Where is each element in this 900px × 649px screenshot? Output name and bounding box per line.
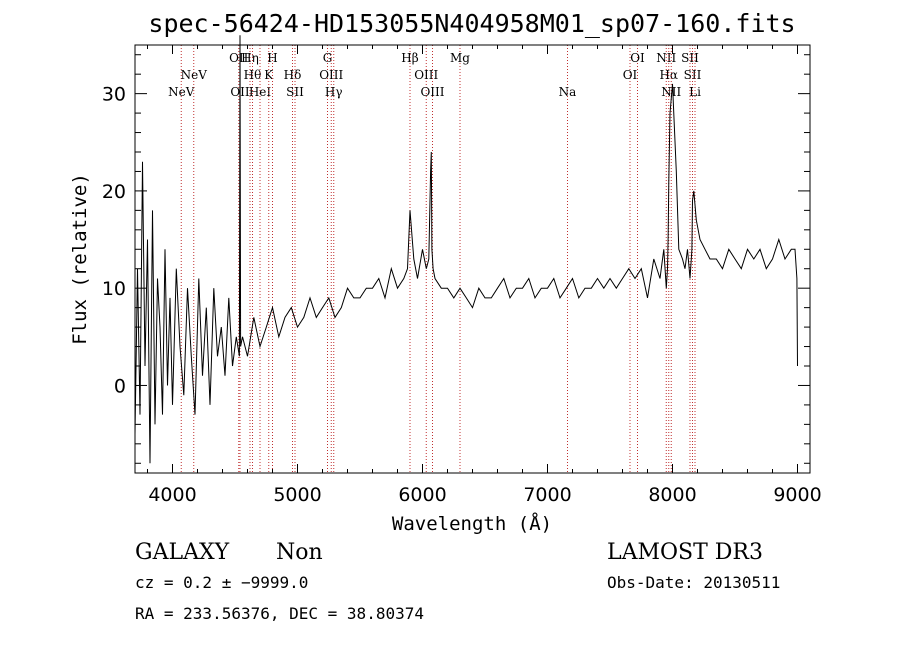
line-marker-label-20: OI (630, 51, 645, 65)
line-marker-label-4: Hη (241, 51, 259, 65)
chart-title: spec-56424-HD153055N404958M01_sp07-160.f… (148, 9, 795, 38)
x-axis-label: Wavelength (Å) (392, 512, 552, 535)
x-tick-label-4: 8000 (648, 484, 696, 506)
line-marker-label-7: K (264, 68, 274, 82)
x-axis-ticks: 4000 5000 6000 7000 8000 9000 (147, 45, 822, 506)
line-marker-label-0: NeV (168, 85, 195, 99)
line-marker-label-22: Hα (659, 68, 678, 82)
x-tick-label-1: 5000 (273, 484, 321, 506)
line-marker-label-18: Na (559, 85, 577, 99)
line-marker-label-9: Hδ (284, 68, 302, 82)
line-marker-label-1: NeV (181, 68, 208, 82)
line-marker-label-11: G (323, 51, 333, 65)
line-marker-label-6: HeI (249, 85, 272, 99)
coordinates: RA = 233.56376, DEC = 38.80374 (135, 604, 424, 623)
series-line-0 (134, 35, 798, 464)
line-marker-label-24: SII (681, 51, 699, 65)
y-axis-ticks: 0 10 20 30 (102, 54, 810, 464)
line-marker-label-16: OIII (420, 85, 444, 99)
line-marker-label-21: NII (656, 51, 676, 65)
y-tick-label-1: 10 (102, 278, 126, 300)
line-marker-label-2: OII (229, 51, 249, 65)
line-marker-label-15: OIII (414, 68, 438, 82)
survey-name: LAMOST DR3 (607, 540, 763, 565)
line-marker-label-12: OIII (319, 68, 343, 82)
line-marker-label-13: Hγ (325, 85, 343, 99)
object-subclass: Non (276, 540, 323, 565)
plot-frame (134, 44, 811, 474)
x-tick-label-5: 9000 (773, 484, 821, 506)
y-tick-label-0: 0 (114, 375, 126, 397)
line-marker-label-26: Li (689, 85, 701, 99)
x-tick-label-3: 7000 (523, 484, 571, 506)
obs-date: Obs-Date: 20130511 (607, 573, 780, 592)
line-marker-label-5: Hθ (244, 68, 262, 82)
emission-line-markers: NeVNeVOIIOIIHηHθHeIKHHδSIIGOIIIHγHβOIIIO… (168, 45, 702, 473)
line-marker-label-19: OI (623, 68, 638, 82)
y-axis-label: Flux (relative) (69, 173, 91, 345)
redshift-info: cz = 0.2 ± −9999.0 (135, 573, 308, 592)
spectrum-series (134, 35, 798, 464)
y-tick-label-3: 30 (102, 84, 126, 106)
x-tick-label-0: 4000 (148, 484, 196, 506)
line-marker-label-14: Hβ (401, 51, 418, 65)
line-marker-label-17: Mg (450, 51, 470, 65)
object-class: GALAXY (135, 540, 230, 565)
line-marker-label-10: SII (286, 85, 304, 99)
line-marker-label-8: H (267, 51, 277, 65)
x-tick-label-2: 6000 (398, 484, 446, 506)
line-marker-label-25: SII (684, 68, 702, 82)
y-tick-label-2: 20 (102, 181, 126, 203)
